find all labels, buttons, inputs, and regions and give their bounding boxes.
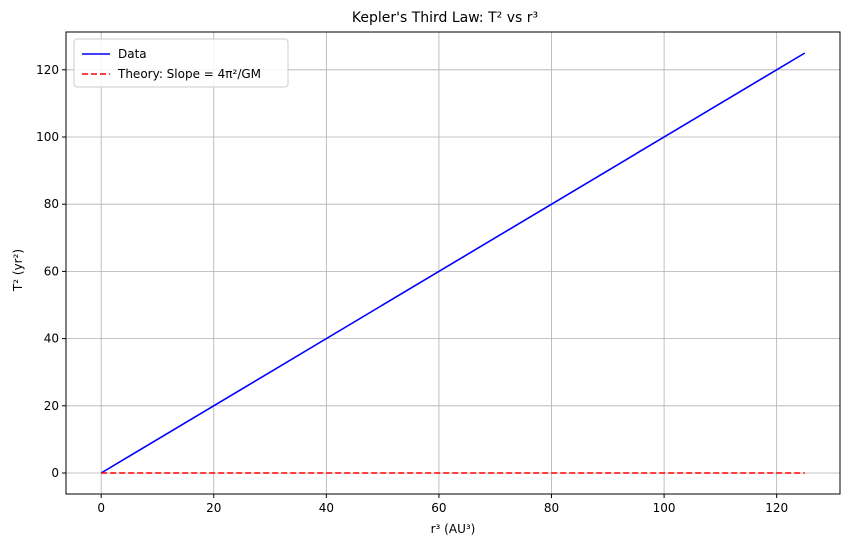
- y-tick-label-1: 20: [44, 399, 59, 413]
- legend-box: [73, 38, 289, 88]
- x-tick-label-3: 60: [431, 501, 446, 515]
- y-tick-label-4: 80: [44, 197, 59, 211]
- series-group: [100, 52, 806, 474]
- x-axis-label: r³ (AU³): [431, 522, 476, 536]
- y-ticks: 0 20 40 60 80 100 120: [36, 63, 66, 480]
- y-tick-label-5: 100: [36, 130, 59, 144]
- legend-label-0: Data: [118, 47, 147, 61]
- chart-title: Kepler's Third Law: T² vs r³: [352, 10, 538, 26]
- y-tick-label-2: 40: [44, 332, 59, 346]
- x-tick-label-4: 80: [544, 501, 559, 515]
- y-tick-label-3: 60: [44, 264, 59, 278]
- x-tick-label-0: 0: [97, 501, 105, 515]
- legend: Data Theory: Slope = 4π²/GM: [73, 38, 289, 88]
- y-axis-label: T² (yr²): [11, 249, 25, 292]
- y-tick-label-6: 120: [36, 63, 59, 77]
- x-tick-label-5: 100: [653, 501, 676, 515]
- plot-frame: [65, 31, 841, 495]
- x-tick-label-1: 20: [206, 501, 221, 515]
- series-line-0: [100, 52, 806, 474]
- legend-label-1: Theory: Slope = 4π²/GM: [117, 67, 261, 81]
- x-tick-label-6: 120: [765, 501, 788, 515]
- x-tick-label-2: 40: [319, 501, 334, 515]
- x-ticks: 0 20 40 60 80 100 120: [97, 494, 788, 515]
- y-tick-label-0: 0: [51, 466, 59, 480]
